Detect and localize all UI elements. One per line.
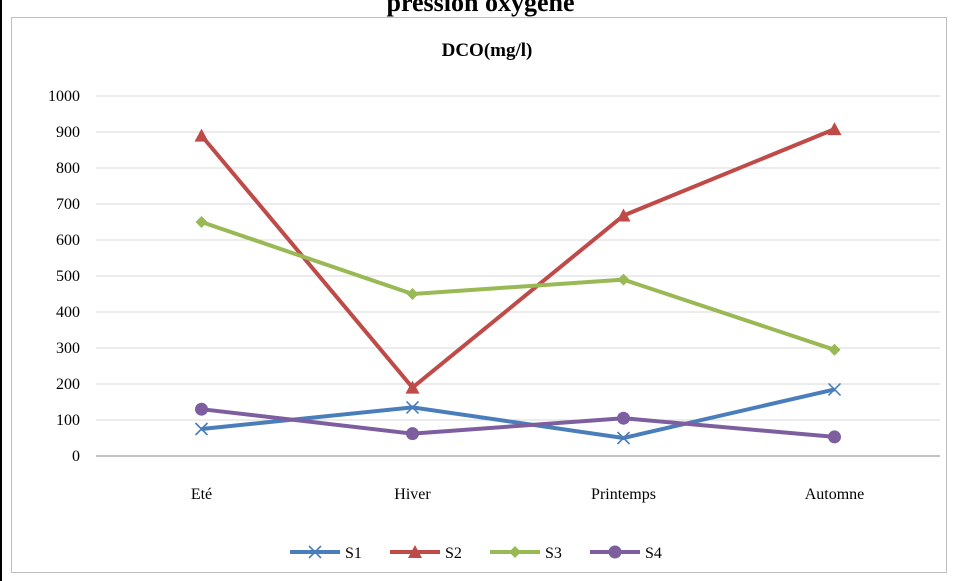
data-point-S1 [827,382,842,396]
series-line-S3 [200,220,836,352]
y-tick-label: 700 [56,196,80,213]
y-tick-label: 300 [56,340,80,357]
legend-label: S4 [645,545,662,562]
data-point-S4 [406,427,419,441]
y-tick-label: 500 [56,268,80,285]
y-tick-label: 200 [56,376,80,393]
data-point-S1 [405,400,420,414]
data-point-S4 [617,411,630,425]
data-point-S4 [828,430,841,444]
legend-label: S3 [545,545,562,562]
legend-marker [408,545,422,558]
y-tick-label: 900 [56,124,80,141]
legend: S1 S2 S3 S4 [290,545,662,562]
series-S2 [194,122,842,394]
chart-title: DCO(mg/l) [442,40,533,61]
chart-frame [11,17,947,573]
grid-lines [96,95,940,457]
x-axis-tick-labels: Eté Hiver Printemps Automne [191,486,864,503]
data-point-S1 [616,431,631,445]
y-tick-label: 0 [72,448,80,465]
y-axis-tick-labels: 0 100 200 300 400 500 600 700 800 900 1000 [48,88,80,465]
series-lines [194,122,842,445]
x-tick-label: Printemps [591,486,656,503]
x-tick-label: Hiver [394,486,431,503]
data-point-S2 [194,128,209,142]
legend-marker [308,545,322,559]
data-point-S2 [827,122,842,136]
x-tick-label: Eté [191,486,212,503]
y-tick-label: 600 [56,232,80,249]
legend-label: S2 [445,545,462,562]
data-point-S3 [406,288,419,300]
legend-item-S1: S1 [290,545,362,562]
legend-marker [509,546,521,558]
series-line-S2 [199,127,836,390]
legend-label: S1 [345,545,362,562]
series-line-S4 [201,407,835,439]
data-point-S3 [828,343,841,356]
data-point-S4 [195,402,208,416]
page-edge-line [0,0,2,581]
data-point-S2 [405,380,420,394]
data-point-S2 [616,208,631,222]
data-point-S3 [617,273,630,286]
x-tick-label: Automne [805,486,865,503]
legend-marker [608,545,622,559]
y-tick-label: 100 [56,412,80,429]
series-line-S1 [201,387,835,440]
series-S1 [194,382,842,445]
series-S4 [195,402,841,444]
legend-item-S4: S4 [590,545,662,562]
data-point-S1 [194,422,209,436]
y-tick-label: 400 [56,304,80,321]
data-point-S3 [195,216,208,228]
y-tick-label: 1000 [48,88,80,105]
series-S3 [195,216,841,356]
legend-item-S3: S3 [490,545,562,562]
document-heading-fragment: pression oxygène [386,0,575,17]
y-tick-label: 800 [56,160,80,177]
legend-item-S2: S2 [390,545,462,562]
